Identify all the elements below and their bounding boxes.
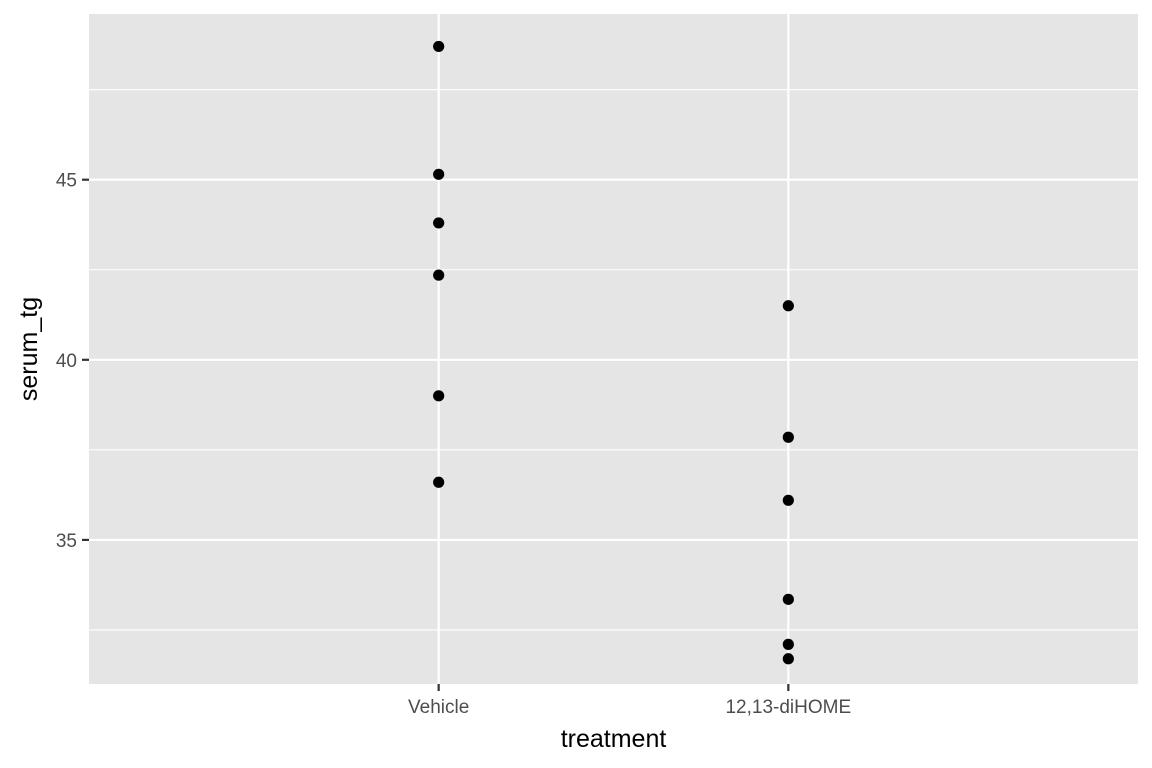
data-point xyxy=(433,390,445,402)
data-point xyxy=(782,494,794,506)
x-axis-title: treatment xyxy=(561,725,667,753)
data-point xyxy=(782,593,794,605)
y-tick-label: 35 xyxy=(56,531,77,552)
data-point xyxy=(433,476,445,488)
data-points xyxy=(433,40,794,665)
data-point xyxy=(782,431,794,443)
x-axis: Vehicle 12,13-diHOME xyxy=(408,684,851,718)
major-gridlines xyxy=(89,14,1138,684)
y-tick-label: 40 xyxy=(56,351,77,372)
data-point xyxy=(433,269,445,281)
data-point xyxy=(433,40,445,53)
data-point xyxy=(433,168,445,180)
data-point xyxy=(433,217,445,229)
y-tick-label: 45 xyxy=(56,171,77,192)
plot-panel xyxy=(89,14,1138,684)
data-point xyxy=(782,638,794,650)
data-point xyxy=(782,300,794,312)
x-tick-label: 12,13-diHOME xyxy=(725,697,851,718)
minor-gridlines xyxy=(89,89,1138,631)
data-point xyxy=(782,653,794,665)
y-axis: 35 40 45 xyxy=(56,171,89,552)
x-tick-label: Vehicle xyxy=(408,697,469,718)
y-axis-title: serum_tg xyxy=(15,297,43,401)
